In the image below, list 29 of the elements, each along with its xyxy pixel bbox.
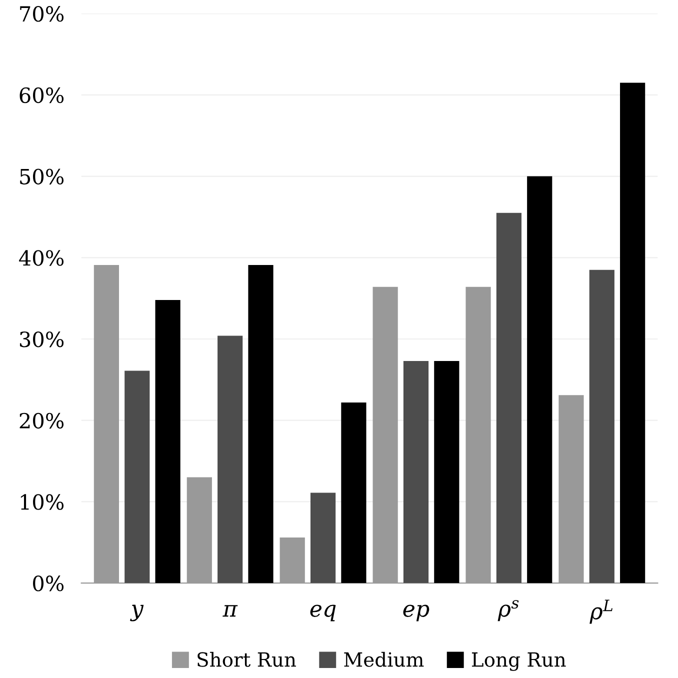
bar [155, 300, 180, 584]
y-tick-label: 20% [20, 412, 64, 429]
y-tick-label: 0% [33, 576, 64, 592]
bar [341, 402, 366, 584]
legend-label: Long Run [472, 652, 566, 671]
bar [403, 360, 429, 584]
x-tick-label: ρ$^{s}$ [498, 600, 519, 622]
bar [527, 176, 552, 584]
bar [434, 360, 460, 584]
y-tick-label: 50% [20, 168, 64, 184]
x-tick-label: y [130, 604, 144, 622]
y-tick-label: 70% [20, 6, 64, 22]
x-tick-label: ρ$^{L}$ [590, 600, 612, 624]
legend-label: Short Run [198, 652, 296, 667]
y-tick-label: 30% [20, 331, 64, 348]
legend-label: Medium [344, 652, 424, 667]
y-tick-label: 60% [20, 87, 64, 104]
bar [310, 492, 336, 584]
x-tick-label: ep [403, 604, 430, 622]
bar [620, 82, 646, 584]
y-tick-label: 40% [19, 250, 64, 266]
bar [218, 336, 243, 584]
bar [496, 212, 522, 584]
y-tick-label: 10% [20, 494, 64, 510]
x-tick-label: eq [310, 604, 336, 622]
x-tick-label: π [222, 605, 238, 617]
bar [124, 370, 150, 584]
bar [589, 270, 614, 584]
bar [248, 264, 274, 584]
